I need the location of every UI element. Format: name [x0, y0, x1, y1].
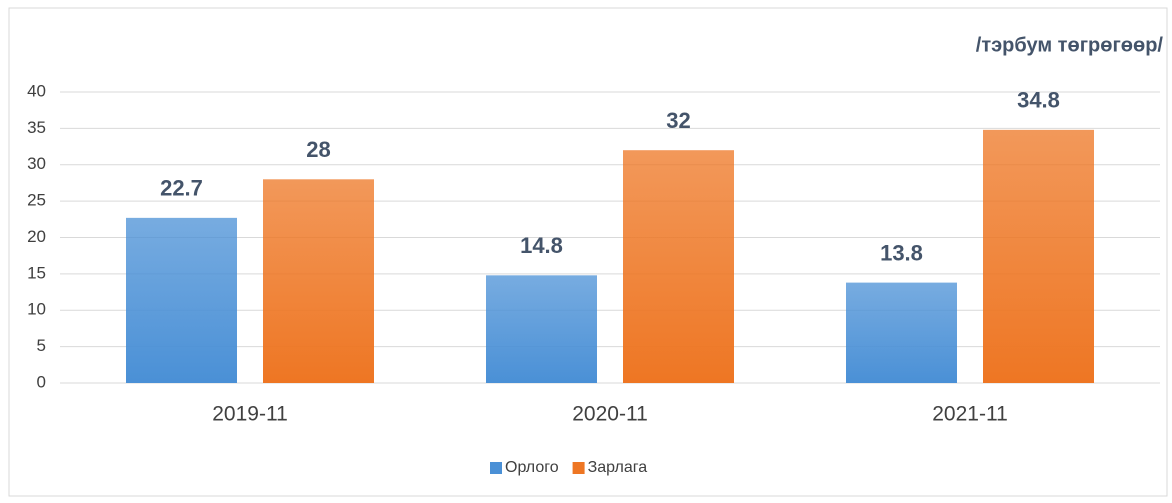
legend-label: Зарлага	[588, 459, 648, 476]
bar	[126, 217, 237, 383]
legend-label: Орлого	[505, 459, 559, 476]
data-label: 14.8	[520, 233, 563, 258]
bar	[983, 129, 1094, 383]
legend-swatch	[572, 462, 585, 474]
data-label: 22.7	[160, 176, 203, 201]
data-label: 32	[666, 108, 690, 133]
y-tick-label: 0	[37, 372, 46, 391]
data-label: 28	[306, 137, 330, 162]
data-label: 13.8	[880, 240, 923, 265]
y-tick-label: 10	[27, 300, 46, 319]
y-tick-label: 5	[37, 336, 46, 355]
data-label: 34.8	[1017, 88, 1060, 113]
unit-label: /тэрбум төгрөгөөр/	[976, 34, 1164, 56]
y-tick-label: 25	[27, 191, 46, 210]
bar	[486, 275, 597, 383]
y-tick-label: 40	[27, 81, 46, 100]
bar	[263, 179, 374, 383]
bar	[846, 282, 957, 383]
x-tick-label: 2019-11	[212, 403, 288, 426]
y-tick-label: 20	[27, 227, 46, 246]
legend-swatch	[490, 462, 502, 474]
y-tick-label: 15	[27, 263, 46, 282]
x-tick-label: 2020-11	[572, 403, 648, 426]
y-tick-label: 35	[27, 118, 46, 137]
bar	[623, 150, 734, 383]
y-tick-label: 30	[27, 154, 46, 173]
x-tick-label: 2021-11	[932, 403, 1008, 426]
